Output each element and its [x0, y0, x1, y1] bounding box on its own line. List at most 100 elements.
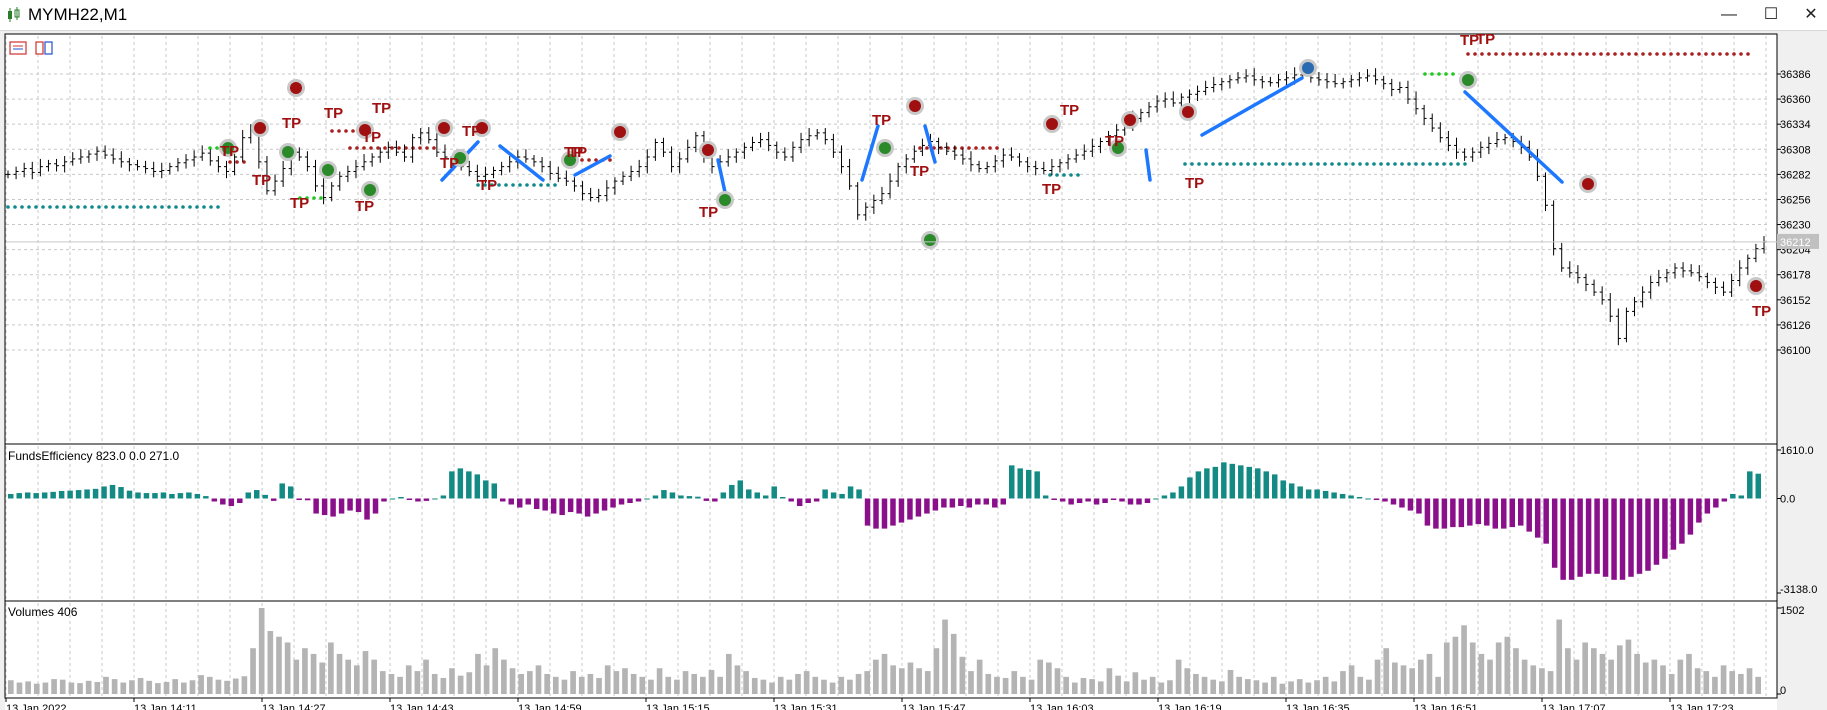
volume-bar — [1115, 675, 1121, 694]
price-tick-label: 36126 — [1780, 320, 1811, 332]
entry-level-dots — [425, 146, 429, 150]
funds-efficiency-bar — [1704, 498, 1711, 514]
funds-efficiency-bar — [771, 486, 777, 499]
stop-level-dots — [55, 205, 59, 209]
maximize-button[interactable]: ☐ — [1763, 6, 1779, 23]
title-bar[interactable]: MYMH22,M1 — ☐ ✕ — [0, 0, 1827, 31]
funds-efficiency-bar — [1526, 498, 1532, 532]
funds-efficiency-bar — [389, 498, 396, 500]
funds-efficiency-bar — [8, 493, 14, 499]
funds-efficiency-bar — [1127, 498, 1134, 505]
funds-efficiency-bar — [84, 489, 90, 499]
volume-bar — [1227, 669, 1234, 694]
stop-level-dots — [497, 183, 501, 187]
entry-level-dots — [330, 129, 334, 133]
order-levels — [6, 52, 1750, 209]
entry-level-dots — [939, 146, 943, 150]
stop-level-dots — [1379, 162, 1383, 166]
volume-bar — [890, 665, 896, 694]
stop-level-dots — [1302, 162, 1306, 166]
funds-efficiency-bar — [355, 498, 362, 513]
entry-level-dots — [337, 129, 341, 133]
minimize-button[interactable]: — — [1721, 6, 1737, 23]
funds-efficiency-bar — [1687, 498, 1694, 535]
funds-efficiency-bar — [932, 498, 939, 511]
volume-bar — [552, 676, 559, 694]
volume-bar — [786, 679, 793, 694]
funds-efficiency-bar — [610, 498, 616, 508]
volume-bar — [1357, 676, 1364, 694]
funds-efficiency-bar — [1229, 463, 1236, 499]
funds-efficiency-bar — [41, 492, 48, 499]
one-click-trading-icon[interactable] — [9, 41, 27, 55]
funds-efficiency-bar — [1382, 498, 1388, 502]
volume-tick-label: 0 — [1780, 685, 1786, 697]
volume-bar — [639, 676, 646, 694]
entry-level-dots — [1592, 52, 1596, 56]
funds-efficiency-bar — [1322, 490, 1329, 499]
time-tick-label: 13 Jan 17:07 — [1542, 703, 1606, 710]
volume-bar — [656, 668, 663, 694]
volume-bar — [1565, 648, 1571, 694]
stop-level-dots — [1393, 162, 1397, 166]
price-tick-label: 36308 — [1780, 144, 1811, 156]
funds-efficiency-bar — [364, 498, 370, 520]
volume-bar — [33, 683, 40, 694]
stop-level-dots — [1288, 162, 1292, 166]
volume-bar — [1123, 681, 1130, 694]
stop-level-dots — [1442, 162, 1446, 166]
volume-bar — [535, 665, 542, 694]
stop-level-dots — [1463, 162, 1467, 166]
volume-bar — [604, 665, 611, 694]
volume-bar — [1201, 676, 1208, 694]
volume-bar — [1452, 636, 1459, 694]
funds-efficiency-bar — [228, 498, 235, 507]
funds-efficiency-bar — [1161, 495, 1168, 499]
volume-bar — [1314, 680, 1320, 694]
funds-efficiency-bar — [1305, 489, 1312, 499]
depth-of-market-icon[interactable] — [35, 41, 53, 55]
funds-efficiency-bar — [279, 483, 285, 499]
volume-bar — [968, 671, 974, 694]
close-button[interactable]: ✕ — [1804, 6, 1818, 23]
volume-bar — [691, 673, 698, 694]
funds-efficiency-bar — [1170, 492, 1176, 499]
funds-efficiency-bar — [50, 491, 56, 499]
entry-level-dots — [1669, 52, 1673, 56]
volume-bar — [994, 676, 1000, 694]
entry-level-dots — [404, 146, 408, 150]
funds-efficiency-bar — [1017, 468, 1023, 499]
trade-marker — [909, 100, 921, 112]
volume-bar — [933, 648, 940, 694]
stop-level-dots — [1253, 162, 1257, 166]
tp-label: TP — [1752, 303, 1771, 320]
volume-bar — [68, 682, 75, 694]
funds-efficiency-bar — [525, 498, 531, 505]
stop-level-dots — [202, 205, 206, 209]
volume-bar — [587, 673, 594, 694]
funds-efficiency-bar — [1594, 498, 1600, 574]
tp-label: TP — [1060, 102, 1079, 119]
volume-bar — [1331, 681, 1338, 694]
entry-level-dots — [981, 146, 985, 150]
funds-efficiency-bar — [1560, 498, 1566, 580]
funds-efficiency-bar — [737, 480, 744, 499]
entry-level-dots — [362, 146, 366, 150]
stop-level-dots — [504, 183, 508, 187]
time-axis[interactable]: 13 Jan 2022 13 Jan 14:11 13 Jan 14:27 13 Ja… — [5, 698, 1734, 710]
funds-efficiency-bar — [474, 474, 481, 499]
stop-level-dots — [1274, 162, 1278, 166]
volume-bar — [916, 668, 922, 694]
tp-label: TP — [564, 144, 583, 161]
funds-efficiency-bar — [1730, 493, 1736, 499]
entry-level-dots — [390, 146, 394, 150]
chart-area[interactable]: TPTPTPTPTPTPTPTPTPTPTPTPTPTPTPTPTPTPTPTP… — [0, 30, 1827, 710]
funds-efficiency-bar — [1178, 486, 1185, 499]
volume-bar — [1487, 659, 1493, 694]
funds-efficiency-bar — [237, 498, 243, 504]
time-tick-label: 13 Jan 17:23 — [1670, 703, 1734, 710]
funds-efficiency-bar — [754, 492, 760, 499]
price-axis[interactable]: 36386 36360 36334 36308 36282 36256 36230 36204… — [1777, 69, 1811, 357]
trade-marker — [1046, 118, 1058, 130]
volume-bar — [959, 656, 966, 694]
